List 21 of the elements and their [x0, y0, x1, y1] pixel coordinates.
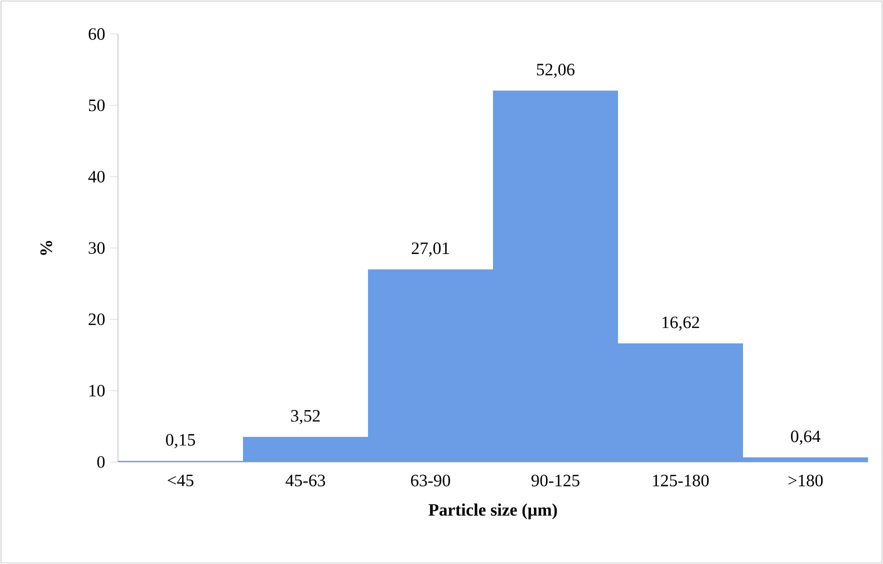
x-tick-label: 63-90: [411, 474, 450, 486]
data-label: 52,06: [537, 64, 574, 78]
x-tick-label: 90-125: [532, 474, 580, 486]
x-tick-label: <45: [168, 474, 194, 486]
x-tick-label: >180: [788, 474, 823, 486]
x-axis-title: Particle size (µm): [428, 504, 557, 520]
data-label: 3,52: [291, 410, 320, 424]
data-label: 0,64: [791, 430, 820, 445]
y-tick-label: 30: [88, 242, 105, 254]
y-tick-label: 10: [89, 384, 105, 396]
y-tick-label: 60: [88, 28, 105, 40]
y-axis-title: %: [40, 240, 52, 255]
y-tick-label: 40: [88, 170, 105, 183]
data-label: 0,15: [166, 434, 195, 448]
x-tick-label: 125-180: [653, 474, 709, 486]
y-tick-label: 50: [88, 99, 105, 112]
y-tick-label: 20: [88, 313, 105, 326]
x-tick-label: 45-63: [286, 474, 326, 486]
y-tick-label: 0: [97, 456, 105, 468]
data-label: 16,62: [662, 316, 700, 331]
data-label: 27,01: [412, 242, 449, 257]
